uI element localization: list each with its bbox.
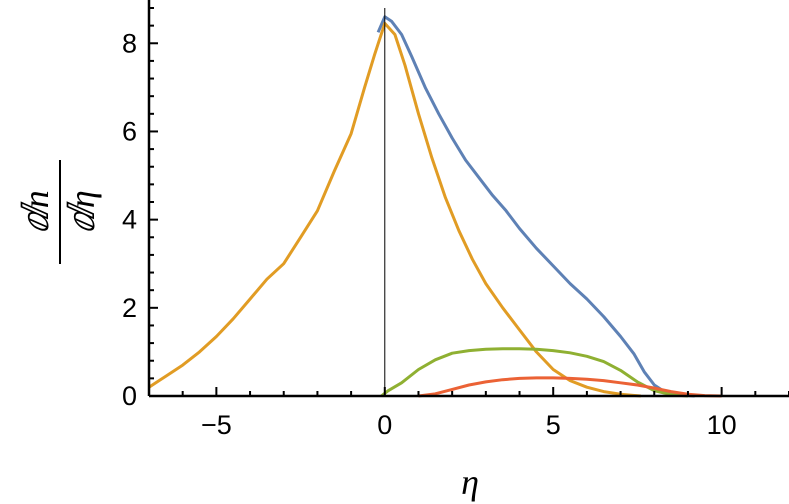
- y-tick-label: 8: [122, 28, 137, 58]
- y-tick-label: 2: [122, 293, 137, 323]
- x-tick-label: −5: [201, 410, 232, 440]
- y-axis-label-numerator: ⅆn: [16, 190, 56, 234]
- series-line-3: [380, 347, 689, 398]
- y-tick-label: 4: [122, 205, 137, 235]
- x-tick-label: 0: [377, 410, 392, 440]
- y-axis-label: ⅆn ⅆη: [16, 160, 102, 264]
- series-line-4: [418, 376, 722, 398]
- y-tick-label: 6: [122, 116, 137, 146]
- y-tick-label: 0: [122, 381, 137, 411]
- series-line-2: [148, 21, 641, 398]
- x-tick-label: 10: [707, 410, 737, 440]
- x-tick-label: 5: [546, 410, 561, 440]
- y-axis-label-denominator: ⅆη: [62, 190, 102, 233]
- series-line-1: [376, 15, 695, 398]
- ticks-layer: −5 0 5 10 0 2 4 6 8: [122, 7, 789, 440]
- series-layer: [148, 15, 722, 398]
- x-axis-label: η: [461, 462, 479, 502]
